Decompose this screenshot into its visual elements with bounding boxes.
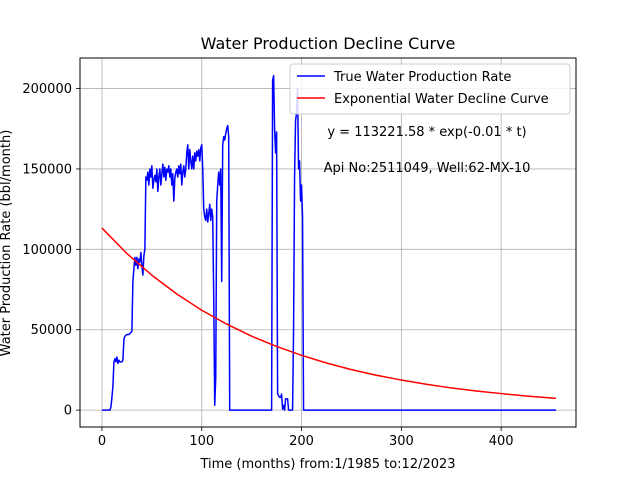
- ticks: 0 100 200 300 400 0 50000 100000 150000 200000: [22, 82, 513, 449]
- plot-frame: [79, 57, 577, 428]
- legend-box: [289, 63, 571, 115]
- y-axis-label: Water Production Rate (bbl/month): [0, 130, 14, 357]
- y-tick-label: 100000: [22, 243, 72, 258]
- x-tick-label: 400: [489, 434, 514, 449]
- x-tick-label: 200: [289, 434, 314, 449]
- x-tick-label: 100: [189, 434, 214, 449]
- chart-title: Water Production Decline Curve: [201, 34, 456, 53]
- equation-annotation: y = 113221.58 * exp(-0.01 * t): [327, 125, 526, 140]
- series-line-true-rate: [101, 74, 557, 411]
- series-layer: [101, 74, 557, 411]
- x-tick-label: 0: [98, 434, 106, 449]
- legend-label-true-rate: True Water Production Rate: [333, 70, 511, 85]
- x-axis-label: Time (months) from:1/1985 to:12/2023: [199, 457, 455, 472]
- y-tick-label: 50000: [31, 323, 72, 338]
- y-tick-label: 0: [64, 404, 72, 419]
- legend-label-decline-curve: Exponential Water Decline Curve: [334, 92, 549, 107]
- well-annotation: Api No:2511049, Well:62-MX-10: [324, 161, 531, 176]
- x-tick-label: 300: [389, 434, 414, 449]
- y-tick-label: 200000: [22, 82, 72, 97]
- legend: True Water Production Rate Exponential W…: [289, 63, 571, 115]
- y-tick-label: 150000: [22, 162, 72, 177]
- series-line-decline-curve: [101, 227, 557, 400]
